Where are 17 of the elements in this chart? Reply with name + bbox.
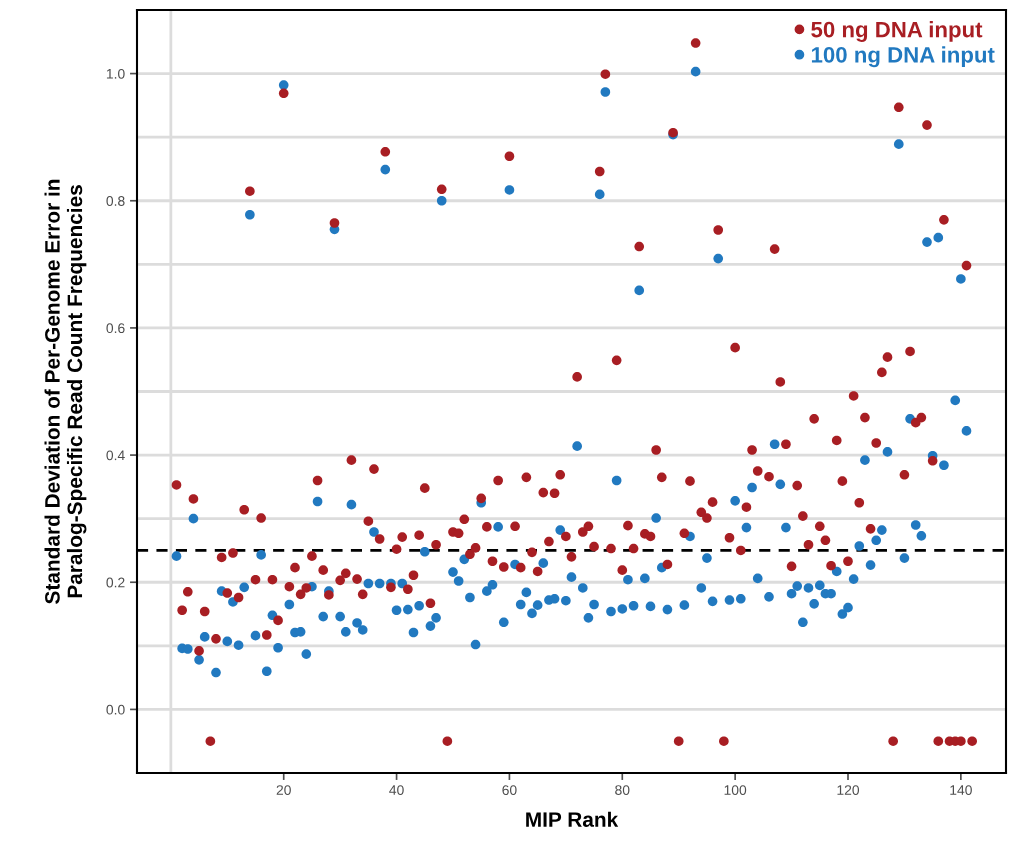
y-tick-label: 0.0	[106, 704, 125, 715]
x-axis-title: MIP Rank	[526, 811, 619, 827]
y-axis-title: Standard Deviation of Per-Genome Error in Paralog-Specific Read Count Frequencies	[44, 179, 87, 604]
legend-label: 50 ng DNA input	[811, 21, 983, 42]
legend-label: 100 ng DNA input	[811, 46, 995, 68]
y-tick-label: 0.2	[106, 577, 125, 588]
x-tick-label: 60	[502, 785, 517, 796]
x-tick-label: 100	[724, 785, 747, 796]
x-tick-label: 140	[950, 785, 972, 796]
y-tick-label: 0.6	[106, 323, 125, 334]
x-tick-label: 20	[276, 785, 291, 796]
y-tick-label: 0.8	[106, 196, 125, 206]
y-tick-label: 0.4	[106, 450, 125, 461]
x-tick-label: 80	[615, 785, 630, 796]
x-tick-label: 120	[837, 785, 860, 796]
y-tick-label: 1.0	[106, 68, 125, 79]
x-tick-label: 40	[389, 785, 404, 796]
